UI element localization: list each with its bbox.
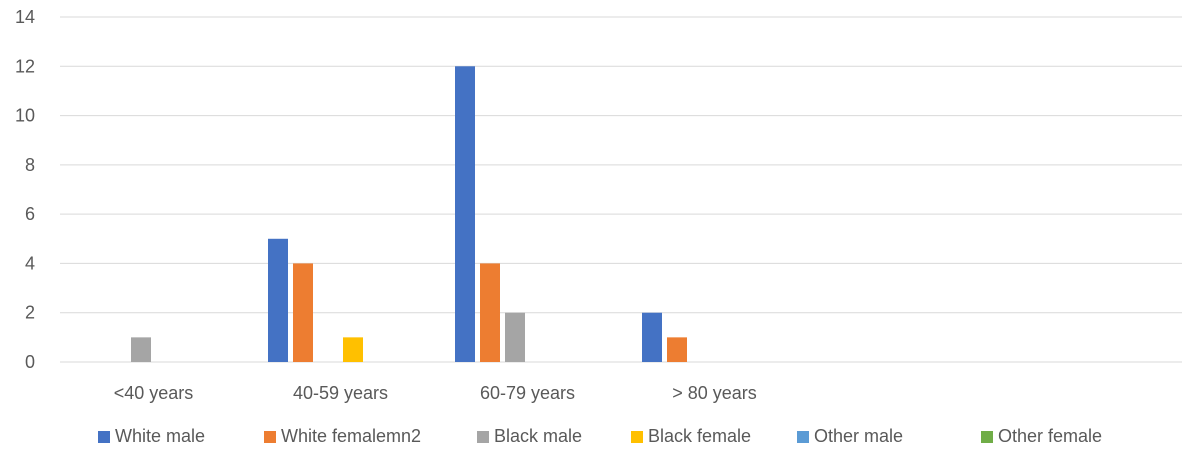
legend-item: Black female bbox=[631, 426, 751, 447]
x-tick-label: > 80 years bbox=[672, 383, 757, 403]
legend-item: Other female bbox=[981, 426, 1102, 447]
bar bbox=[480, 263, 500, 362]
y-tick-label: 4 bbox=[25, 253, 35, 273]
x-tick-label: 40-59 years bbox=[293, 383, 388, 403]
bar bbox=[131, 337, 151, 362]
legend-swatch bbox=[477, 430, 489, 443]
x-tick-label: <40 years bbox=[114, 383, 194, 403]
legend-label: White femalemn2 bbox=[281, 426, 422, 446]
legend-swatch bbox=[631, 430, 643, 443]
legend-label: Other male bbox=[814, 426, 904, 446]
legend-swatch bbox=[797, 430, 809, 443]
bar bbox=[343, 337, 363, 362]
bar bbox=[293, 263, 313, 362]
bar bbox=[455, 66, 475, 363]
legend-label: White male bbox=[115, 426, 206, 446]
y-tick-label: 12 bbox=[15, 56, 35, 76]
legend-label: Other female bbox=[998, 426, 1103, 446]
y-tick-label: 2 bbox=[25, 303, 35, 323]
y-tick-label: 10 bbox=[15, 106, 35, 126]
legend-item: White male bbox=[98, 426, 205, 447]
y-tick-label: 14 bbox=[15, 7, 35, 27]
bar bbox=[505, 312, 525, 362]
legend-item: Black male bbox=[477, 426, 582, 447]
legend-swatch bbox=[264, 430, 276, 443]
legend-label: Black male bbox=[494, 426, 583, 446]
bar bbox=[268, 238, 288, 362]
x-tick-label: 60-79 years bbox=[480, 383, 575, 403]
legend-item: Other male bbox=[797, 426, 903, 447]
legend-swatch bbox=[981, 430, 993, 443]
legend-label: Black female bbox=[648, 426, 752, 446]
bar bbox=[667, 337, 687, 362]
y-tick-label: 8 bbox=[25, 155, 35, 175]
y-tick-label: 6 bbox=[25, 204, 35, 224]
legend-swatch bbox=[98, 430, 110, 443]
chart-legend: White male White femalemn2 Black male Black… bbox=[0, 426, 1197, 454]
y-tick-label: 0 bbox=[25, 352, 35, 372]
bar bbox=[642, 312, 662, 362]
legend-item: White femalemn2 bbox=[264, 426, 421, 447]
